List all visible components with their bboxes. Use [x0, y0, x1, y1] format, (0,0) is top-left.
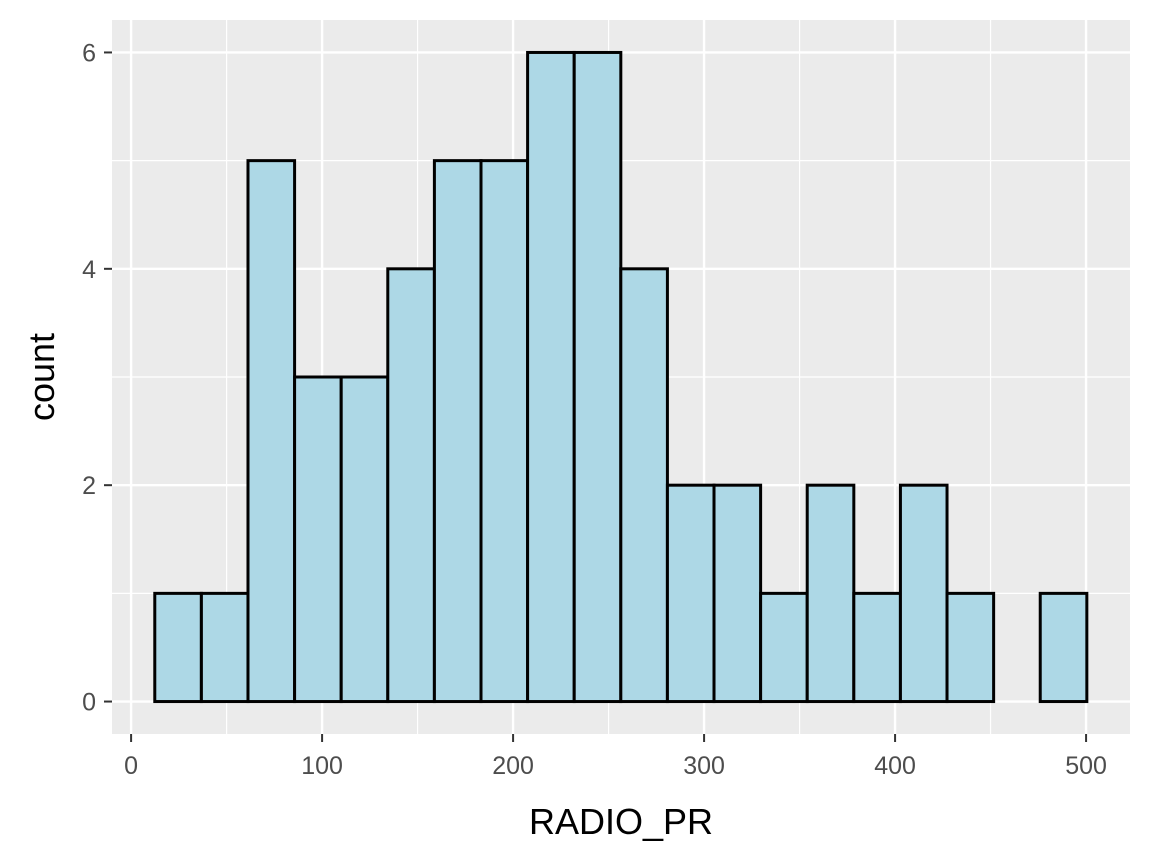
y-tick-label: 2: [82, 472, 96, 500]
bars-group: [153, 50, 1089, 704]
histogram-bar: [339, 375, 390, 704]
histogram-bar: [293, 375, 343, 704]
histogram-bar: [852, 591, 902, 704]
x-tick-label: 200: [492, 752, 534, 780]
histogram-bar: [386, 267, 436, 704]
histogram-bar: [153, 591, 203, 704]
y-axis-title: count: [21, 333, 62, 421]
histogram-bar: [619, 267, 669, 704]
x-axis-title: RADIO_PR: [529, 801, 713, 842]
histogram-bar: [712, 483, 763, 704]
histogram-bar: [665, 483, 716, 704]
histogram-bar: [572, 50, 623, 704]
y-tick-label: 4: [82, 256, 96, 284]
histogram-bar: [479, 159, 530, 704]
histogram-bar: [898, 483, 949, 704]
histogram-bar: [945, 591, 996, 704]
axes-group: 0 100 200 300 400 500 0 2 4 6: [82, 39, 1107, 780]
x-tick-label: 300: [683, 752, 725, 780]
histogram-bar: [759, 591, 809, 704]
histogram-bar: [199, 591, 250, 704]
x-tick-label: 100: [301, 752, 343, 780]
histogram-bar: [1038, 591, 1089, 704]
y-tick-label: 0: [82, 689, 96, 717]
histogram-bar: [246, 159, 297, 704]
histogram-bar: [805, 483, 856, 704]
y-tick-label: 6: [82, 39, 96, 67]
histogram-bar: [526, 50, 576, 704]
x-tick-label: 500: [1065, 752, 1107, 780]
x-tick-label: 0: [124, 752, 138, 780]
histogram-bar: [432, 159, 483, 704]
x-tick-label: 400: [874, 752, 916, 780]
